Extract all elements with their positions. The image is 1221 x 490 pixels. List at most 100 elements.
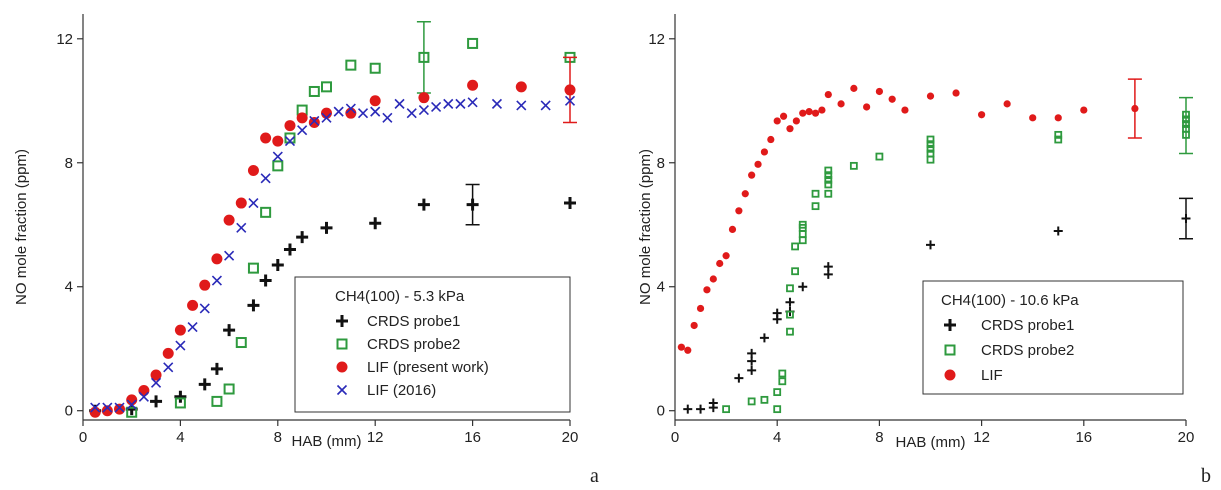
data-point bbox=[357, 108, 369, 119]
data-point bbox=[455, 98, 466, 109]
data-point bbox=[224, 250, 235, 261]
data-point bbox=[703, 286, 711, 294]
legend-title: CH4(100) - 10.6 kPa bbox=[941, 292, 1079, 309]
x-tick-label: 8 bbox=[875, 429, 883, 446]
y-tick-label: 8 bbox=[657, 155, 665, 172]
data-point bbox=[114, 402, 125, 413]
data-point bbox=[824, 175, 833, 184]
data-point bbox=[333, 106, 344, 117]
data-point bbox=[722, 405, 730, 414]
data-point bbox=[926, 149, 935, 158]
data-point bbox=[811, 109, 820, 117]
data-point bbox=[741, 190, 749, 198]
data-point bbox=[297, 125, 308, 136]
data-point bbox=[926, 135, 935, 144]
data-point bbox=[382, 112, 393, 123]
data-point bbox=[150, 395, 163, 408]
data-point bbox=[952, 89, 960, 97]
data-point bbox=[811, 189, 820, 198]
data-point bbox=[162, 347, 174, 359]
data-point bbox=[174, 397, 186, 409]
data-point bbox=[824, 90, 832, 99]
data-point bbox=[174, 324, 186, 336]
data-point bbox=[369, 217, 382, 230]
data-point bbox=[875, 87, 884, 96]
data-point bbox=[272, 135, 284, 147]
data-point bbox=[431, 101, 442, 113]
data-point bbox=[798, 230, 807, 238]
data-point bbox=[696, 304, 705, 313]
data-point bbox=[786, 310, 794, 319]
data-point bbox=[272, 160, 284, 172]
series-crds-probe1 bbox=[683, 197, 1193, 414]
data-point bbox=[175, 340, 186, 351]
data-point bbox=[516, 100, 527, 111]
data-point bbox=[114, 403, 126, 415]
data-point bbox=[824, 189, 833, 198]
data-point bbox=[211, 253, 223, 265]
data-point bbox=[1003, 100, 1011, 108]
data-point bbox=[683, 404, 693, 414]
data-point bbox=[369, 95, 381, 107]
data-point bbox=[345, 103, 356, 114]
data-point bbox=[779, 112, 788, 120]
data-point bbox=[467, 97, 478, 108]
data-point bbox=[722, 252, 730, 260]
data-point bbox=[259, 274, 272, 287]
data-point bbox=[406, 108, 417, 119]
data-point bbox=[418, 92, 430, 104]
data-point bbox=[284, 120, 296, 132]
data-point bbox=[564, 197, 576, 210]
data-point bbox=[320, 221, 333, 234]
x-tick-label: 4 bbox=[176, 429, 184, 446]
error-bar bbox=[465, 183, 480, 226]
data-point bbox=[748, 171, 756, 179]
y-tick-label: 4 bbox=[657, 279, 665, 296]
data-point bbox=[210, 362, 223, 375]
legend-label: LIF bbox=[981, 367, 1003, 384]
data-point bbox=[223, 383, 235, 395]
data-point bbox=[1080, 106, 1088, 114]
y-tick-label: 8 bbox=[65, 155, 73, 172]
x-axis-label: HAB (mm) bbox=[292, 433, 362, 450]
y-tick-label: 0 bbox=[657, 403, 665, 420]
y-tick-label: 12 bbox=[648, 31, 665, 48]
data-point bbox=[791, 242, 799, 251]
data-point bbox=[248, 197, 259, 209]
legend-marker bbox=[336, 315, 348, 327]
data-point bbox=[926, 144, 935, 153]
legend-marker bbox=[336, 384, 348, 396]
legend-label: CRDS probe2 bbox=[981, 342, 1074, 359]
panel-letter: b bbox=[1201, 465, 1211, 487]
x-tick-label: 4 bbox=[773, 429, 781, 446]
data-point bbox=[235, 197, 247, 209]
legend-marker bbox=[336, 338, 348, 350]
data-point bbox=[187, 299, 199, 311]
data-point bbox=[345, 59, 357, 71]
data-point bbox=[199, 279, 211, 291]
plot-area-b: 0 4 8 12 16 20 0 4 8 12 bbox=[648, 14, 1194, 446]
data-point bbox=[1054, 130, 1063, 139]
x-tick-label: 20 bbox=[562, 429, 579, 446]
data-point bbox=[540, 100, 551, 111]
x-tick-label: 16 bbox=[464, 429, 481, 446]
data-point bbox=[1029, 114, 1037, 122]
data-point bbox=[760, 148, 769, 156]
legend-label: CRDS probe2 bbox=[367, 336, 460, 353]
x-tick-label: 20 bbox=[1178, 429, 1195, 446]
data-point bbox=[978, 111, 986, 119]
data-point bbox=[394, 98, 405, 109]
data-point bbox=[150, 377, 162, 388]
legend-title: CH4(100) - 5.3 kPa bbox=[335, 288, 465, 305]
data-point bbox=[926, 240, 935, 250]
legend-marker bbox=[336, 361, 348, 373]
data-point bbox=[260, 132, 272, 144]
data-point bbox=[211, 275, 222, 286]
data-point bbox=[926, 140, 935, 149]
data-point bbox=[773, 117, 781, 125]
legend-marker bbox=[944, 369, 956, 381]
data-point bbox=[223, 324, 236, 337]
legend-items: CRDS probe1 CRDS probe2 LIF (present work)… bbox=[336, 313, 489, 399]
